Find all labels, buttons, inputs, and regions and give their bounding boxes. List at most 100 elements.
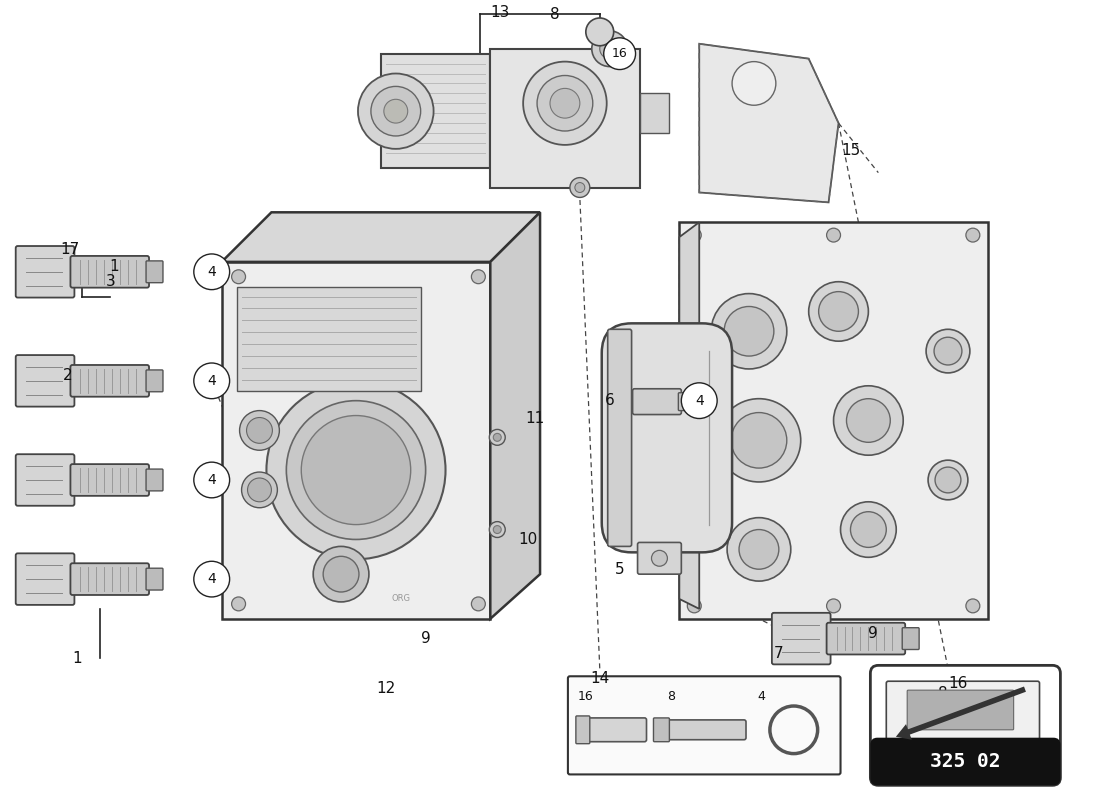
Circle shape — [604, 38, 636, 70]
Circle shape — [592, 31, 628, 66]
Text: 4: 4 — [207, 473, 216, 487]
Text: 4: 4 — [757, 690, 764, 703]
FancyBboxPatch shape — [70, 256, 148, 288]
Circle shape — [524, 62, 607, 145]
Circle shape — [966, 228, 980, 242]
Text: 16: 16 — [578, 690, 594, 703]
FancyArrowPatch shape — [895, 686, 1026, 740]
Circle shape — [850, 512, 887, 547]
Circle shape — [266, 381, 446, 559]
Text: 8: 8 — [550, 6, 560, 22]
Polygon shape — [236, 286, 420, 390]
Polygon shape — [491, 49, 639, 187]
Circle shape — [323, 556, 359, 592]
Circle shape — [575, 182, 585, 193]
Circle shape — [246, 418, 273, 443]
FancyBboxPatch shape — [70, 563, 148, 595]
Circle shape — [717, 398, 801, 482]
Circle shape — [818, 292, 858, 331]
Polygon shape — [680, 222, 700, 609]
Circle shape — [770, 706, 817, 754]
Circle shape — [232, 270, 245, 284]
Polygon shape — [381, 54, 491, 168]
Circle shape — [301, 415, 410, 525]
FancyBboxPatch shape — [70, 365, 148, 397]
Circle shape — [314, 546, 369, 602]
FancyBboxPatch shape — [146, 261, 163, 282]
FancyBboxPatch shape — [602, 323, 733, 552]
FancyBboxPatch shape — [15, 355, 75, 406]
FancyBboxPatch shape — [653, 718, 670, 742]
Text: 1: 1 — [109, 259, 119, 274]
Circle shape — [194, 254, 230, 290]
Circle shape — [384, 99, 408, 123]
FancyBboxPatch shape — [887, 682, 1040, 740]
Circle shape — [780, 716, 807, 744]
Circle shape — [194, 363, 230, 398]
Circle shape — [688, 228, 701, 242]
Circle shape — [194, 462, 230, 498]
FancyBboxPatch shape — [146, 469, 163, 491]
Circle shape — [651, 550, 668, 566]
Circle shape — [712, 294, 786, 369]
Circle shape — [472, 597, 485, 611]
FancyBboxPatch shape — [146, 370, 163, 392]
Text: 4: 4 — [207, 374, 216, 388]
FancyBboxPatch shape — [870, 666, 1060, 786]
Text: 2: 2 — [63, 368, 73, 383]
Text: 1: 1 — [73, 651, 82, 666]
Text: 4: 4 — [207, 265, 216, 278]
Circle shape — [727, 518, 791, 581]
Circle shape — [739, 530, 779, 570]
Text: 7: 7 — [774, 646, 783, 661]
Text: 325 02: 325 02 — [930, 752, 1000, 771]
Polygon shape — [700, 44, 838, 202]
Text: 17: 17 — [60, 242, 80, 258]
Text: 8: 8 — [668, 690, 675, 703]
Text: 12: 12 — [376, 681, 396, 696]
FancyBboxPatch shape — [908, 690, 1013, 730]
Circle shape — [732, 413, 786, 468]
Circle shape — [733, 62, 775, 106]
FancyBboxPatch shape — [638, 542, 681, 574]
FancyBboxPatch shape — [871, 738, 1059, 784]
Circle shape — [935, 467, 961, 493]
Circle shape — [681, 383, 717, 418]
Circle shape — [840, 502, 896, 558]
Text: 10: 10 — [518, 532, 538, 547]
Circle shape — [600, 39, 619, 58]
Circle shape — [826, 228, 840, 242]
Circle shape — [688, 599, 701, 613]
Text: 9: 9 — [869, 626, 878, 641]
Polygon shape — [639, 94, 670, 133]
Circle shape — [934, 338, 961, 365]
FancyBboxPatch shape — [15, 554, 75, 605]
Text: ORG: ORG — [392, 594, 410, 603]
Text: 11: 11 — [526, 411, 544, 426]
Polygon shape — [491, 212, 540, 618]
FancyBboxPatch shape — [146, 568, 163, 590]
FancyBboxPatch shape — [826, 622, 905, 654]
Circle shape — [808, 282, 868, 341]
Circle shape — [358, 74, 433, 149]
Text: 5: 5 — [615, 562, 625, 577]
Polygon shape — [222, 212, 540, 262]
FancyBboxPatch shape — [679, 393, 708, 410]
Circle shape — [928, 460, 968, 500]
Text: 9: 9 — [421, 631, 430, 646]
Circle shape — [472, 270, 485, 284]
FancyBboxPatch shape — [15, 454, 75, 506]
Text: 16: 16 — [612, 47, 627, 60]
Circle shape — [570, 178, 590, 198]
Circle shape — [550, 88, 580, 118]
Circle shape — [966, 599, 980, 613]
FancyBboxPatch shape — [583, 718, 647, 742]
Circle shape — [926, 330, 970, 373]
Text: 14: 14 — [590, 670, 609, 686]
Circle shape — [586, 18, 614, 46]
FancyBboxPatch shape — [902, 628, 920, 650]
Circle shape — [194, 562, 230, 597]
FancyBboxPatch shape — [772, 613, 830, 664]
Circle shape — [286, 401, 426, 539]
Polygon shape — [680, 222, 988, 618]
